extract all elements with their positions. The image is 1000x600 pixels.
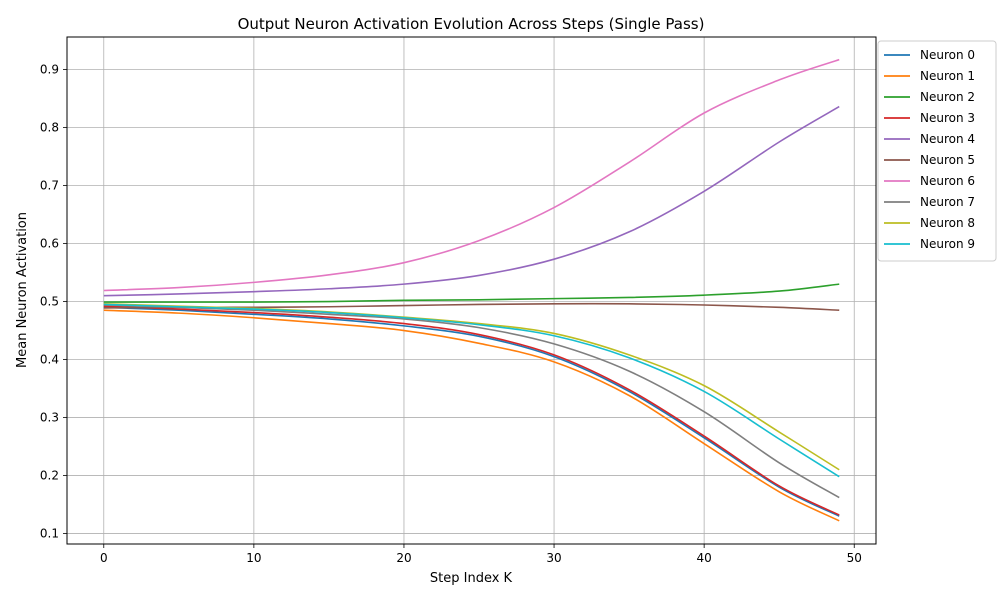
- legend-label-neuron-7: Neuron 7: [920, 195, 975, 209]
- y-tick-label: 0.6: [40, 237, 59, 251]
- series-line-neuron-7: [103, 304, 840, 499]
- y-tick-label: 0.8: [40, 120, 59, 134]
- legend-label-neuron-0: Neuron 0: [920, 48, 975, 62]
- x-tick-label: 50: [847, 551, 862, 565]
- y-tick-label: 0.4: [40, 353, 59, 367]
- x-axis-label: Step Index K: [430, 571, 513, 586]
- legend-label-neuron-6: Neuron 6: [920, 174, 975, 188]
- y-tick-label: 0.1: [40, 527, 59, 541]
- series-line-neuron-2: [103, 283, 840, 303]
- y-tick-label: 0.3: [40, 411, 59, 425]
- legend-label-neuron-4: Neuron 4: [920, 132, 975, 146]
- y-axis-label: Mean Neuron Activation: [15, 212, 30, 368]
- series-line-neuron-1: [103, 309, 840, 522]
- x-tick-label: 30: [546, 551, 561, 565]
- plot-frame: [66, 36, 877, 545]
- legend-label-neuron-3: Neuron 3: [920, 111, 975, 125]
- series-line-neuron-0: [103, 306, 840, 517]
- legend-label-neuron-8: Neuron 8: [920, 216, 975, 230]
- series-line-neuron-9: [103, 303, 840, 478]
- chart-title: Output Neuron Activation Evolution Acros…: [238, 15, 705, 33]
- grid: [67, 37, 876, 544]
- series-line-neuron-3: [103, 305, 840, 516]
- legend-label-neuron-9: Neuron 9: [920, 237, 975, 251]
- series-line-neuron-6: [103, 58, 840, 292]
- legend: Neuron 0 Neuron 1 Neuron 2 Neuron 3 Neuron 4…: [877, 40, 997, 262]
- y-tick-label: 0.5: [40, 295, 59, 309]
- y-tick-label: 0.2: [40, 469, 59, 483]
- legend-box: [877, 40, 997, 262]
- x-tick-label: 10: [246, 551, 261, 565]
- series-line-neuron-4: [103, 105, 840, 297]
- y-tick-label: 0.9: [40, 62, 59, 76]
- x-tick-label: 40: [697, 551, 712, 565]
- x-axis-ticks: 0 10 20 30 40 50: [100, 544, 862, 565]
- legend-label-neuron-5: Neuron 5: [920, 153, 975, 167]
- x-tick-label: 20: [396, 551, 411, 565]
- legend-label-neuron-2: Neuron 2: [920, 90, 975, 104]
- legend-label-neuron-1: Neuron 1: [920, 69, 975, 83]
- series-lines: [103, 58, 840, 522]
- y-axis-ticks: 0.1 0.2 0.3 0.4 0.5 0.6 0.7 0.8 0.9: [40, 62, 67, 541]
- x-tick-label: 0: [100, 551, 108, 565]
- y-tick-label: 0.7: [40, 179, 59, 193]
